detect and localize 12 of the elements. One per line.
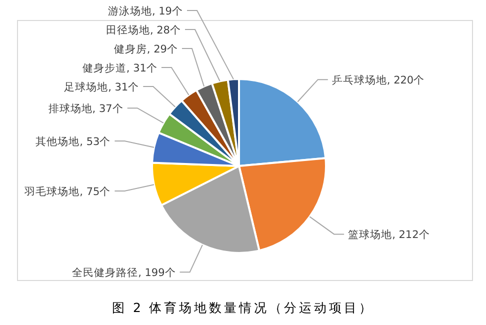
slice-label: 其他场地, 53个: [36, 135, 111, 148]
slice-label: 田径场地, 28个: [106, 24, 181, 37]
slice-label: 乒乓球场地, 220个: [332, 74, 425, 87]
slice-label: 健身房, 29个: [114, 42, 178, 56]
slice-label: 篮球场地, 212个: [348, 228, 430, 242]
slice-label: 排球场地, 37个: [48, 102, 124, 116]
slice-label: 羽毛球场地, 75个: [24, 184, 111, 198]
text: 图 2 体育场地数量情况（分运动项目）: [112, 300, 374, 315]
slice-label: 游泳场地, 19个: [108, 4, 183, 18]
slice-label: 全民健身路径, 199个: [72, 267, 176, 280]
slice-label: 足球场地, 31个: [64, 80, 140, 94]
slice-label: 健身步道, 31个: [82, 62, 158, 75]
